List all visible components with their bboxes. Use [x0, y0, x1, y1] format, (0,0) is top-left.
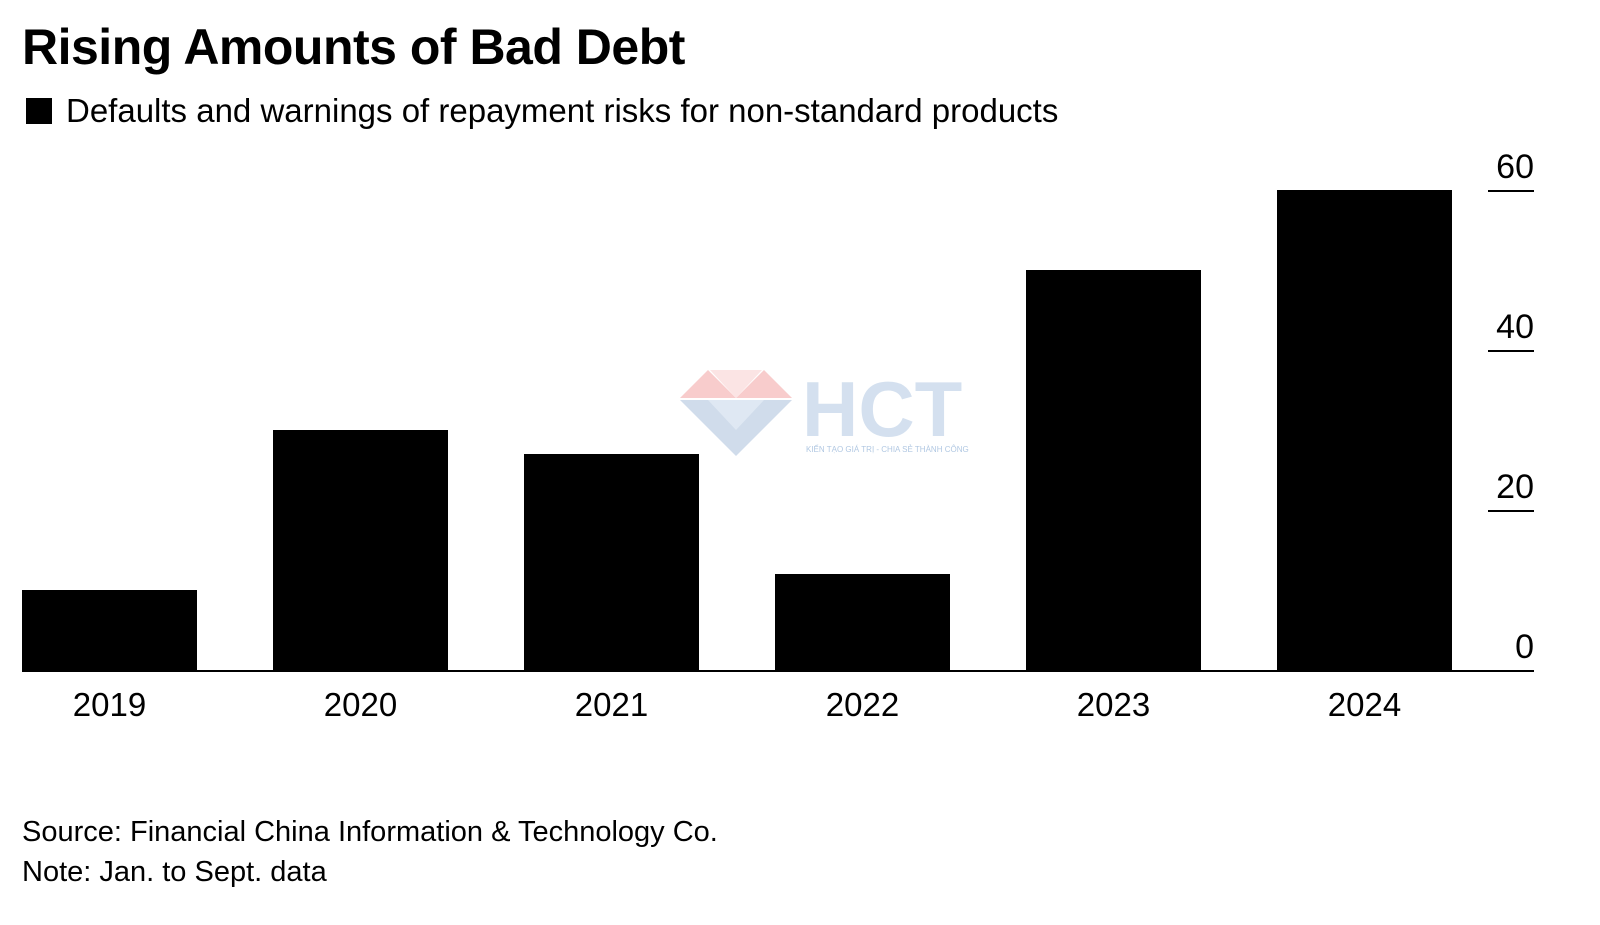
watermark-text: HCT: [802, 368, 962, 453]
bar-2024: [1277, 190, 1452, 670]
x-tick-label-2021: 2021: [575, 686, 648, 723]
legend: Defaults and warnings of repayment risks…: [26, 92, 1058, 130]
bar-2019: [22, 590, 197, 670]
legend-label: Defaults and warnings of repayment risks…: [66, 92, 1059, 129]
watermark-tagline: KIẾN TẠO GIÁ TRỊ - CHIA SẺ THÀNH CÔNG: [806, 444, 969, 454]
footer: Source: Financial China Information & Te…: [22, 812, 718, 892]
x-tick-label-2023: 2023: [1077, 686, 1150, 723]
bar-2023: [1026, 270, 1201, 670]
x-tick-label-2020: 2020: [324, 686, 397, 723]
bar-2022: [775, 574, 950, 670]
bar-2020: [273, 430, 448, 670]
y-tick-label-0: 0: [1515, 628, 1534, 666]
y-tick-label-20: 20: [1496, 468, 1534, 506]
x-tick-label-2019: 2019: [73, 686, 146, 723]
x-tick-label-2022: 2022: [826, 686, 899, 723]
x-tick-label-2024: 2024: [1328, 686, 1401, 723]
bar-2021: [524, 454, 699, 670]
legend-swatch: [26, 98, 52, 124]
source-note: Source: Financial China Information & Te…: [22, 816, 718, 848]
chart-title: Rising Amounts of Bad Debt: [22, 19, 685, 75]
y-tick-label-40: 40: [1496, 308, 1534, 346]
y-tick-label-60: 60: [1496, 148, 1534, 186]
hct-watermark-logo: HCT KIẾN TẠO GIÁ TRỊ - CHIA SẺ THÀNH CÔN…: [680, 368, 969, 456]
data-note: Note: Jan. to Sept. data: [22, 856, 327, 888]
